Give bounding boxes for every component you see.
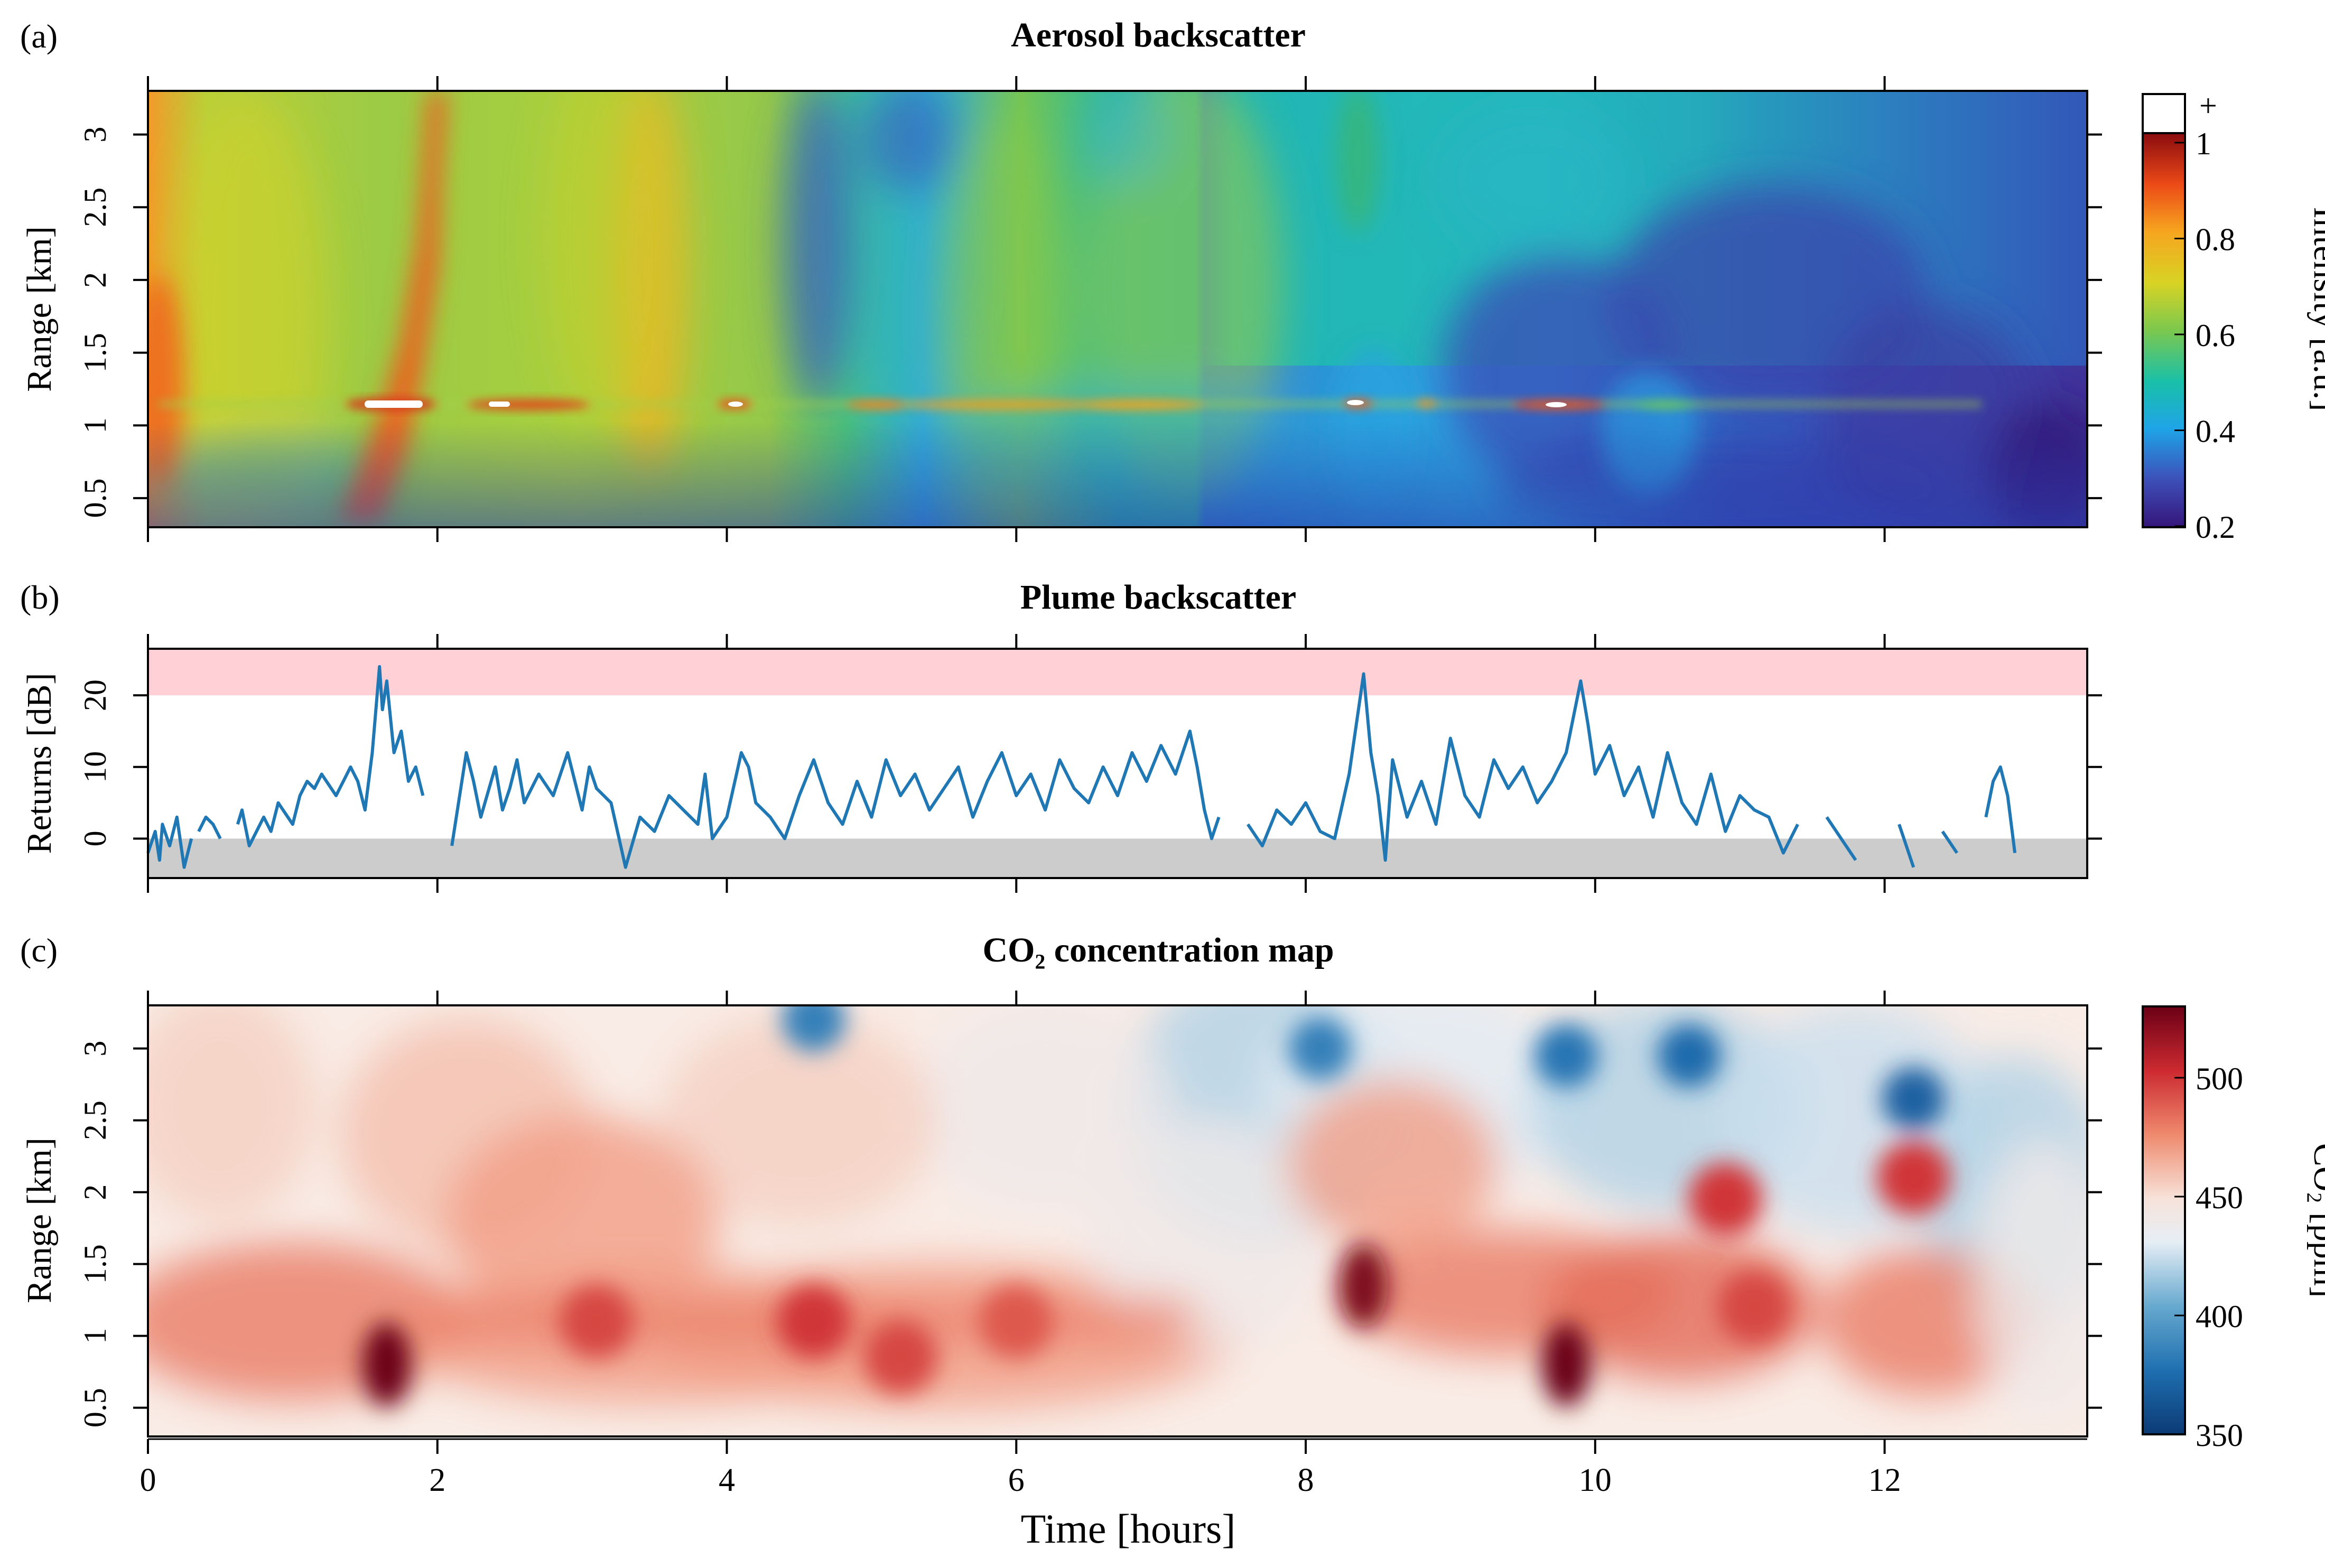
- y-tick-label: 3: [78, 127, 113, 143]
- colorbar-co2: 350 400 450 500 CO₂ [ppm]: [2142, 1005, 2325, 1453]
- panel-c-ylabel: Range [km]: [20, 1137, 59, 1303]
- panel-a-x-ticks: [147, 76, 1886, 542]
- panel-b-x-ticks: [147, 634, 1886, 893]
- panel-c-y-axis: 0.5 1 1.5 2 2.5 3: [78, 1041, 2102, 1427]
- x-tick-label: 12: [1868, 1462, 1901, 1498]
- x-tick-label: 8: [1298, 1462, 1314, 1498]
- coldspot-mark: [1534, 1024, 1598, 1088]
- y-tick-label: 3: [78, 1041, 113, 1057]
- coldspot-mark: [1288, 1016, 1352, 1080]
- band-saturation: [148, 649, 2087, 696]
- colorbar-co2-label: CO₂ [ppm]: [2307, 1143, 2325, 1298]
- colorbar-tick-label: 1: [2196, 126, 2211, 161]
- panel-a-title: Aerosol backscatter: [1011, 16, 1306, 54]
- colorbar-aerosol-gradient: [2142, 132, 2186, 528]
- y-tick-label: 1.5: [78, 1244, 113, 1284]
- panel-b-ylabel: Returns [dB]: [20, 673, 59, 854]
- coldspot-mark: [782, 1005, 845, 1052]
- panel-label-b: (b): [20, 578, 60, 616]
- hotspot-mark: [979, 1284, 1054, 1359]
- plume-plot: [146, 649, 2087, 878]
- coldspot-mark: [1882, 1067, 1946, 1131]
- panel-b: (b) Plume backscatter 0 10 20 Returns [dB]: [20, 578, 2102, 893]
- panel-b-title: Plume backscatter: [1020, 578, 1296, 617]
- x-tick-label: 2: [429, 1462, 445, 1498]
- hotspot-mark: [560, 1284, 634, 1359]
- colorbar-tick-label: 0.2: [2196, 510, 2235, 545]
- y-tick-label: 0.5: [78, 478, 113, 518]
- panel-label-c: (c): [20, 931, 58, 969]
- hotspot-mark: [1339, 1243, 1388, 1328]
- panel-a-y-axis: 0.5 1 1.5 2 2.5 3: [78, 127, 2102, 518]
- colorbar-tick-label: 400: [2196, 1299, 2243, 1334]
- hotspot-mark: [1542, 1322, 1591, 1407]
- y-tick-label: 2.5: [78, 188, 113, 227]
- hotspot-mark: [1688, 1162, 1763, 1237]
- y-tick-label: 2: [78, 1184, 113, 1200]
- panel-a: (a) Aerosol backscatter: [20, 16, 2325, 545]
- colorbar-aerosol: + 0.2 0.4 0.6 0.8 1 Intensity [a.u.]: [2142, 88, 2325, 545]
- co2-heatmap: [148, 1005, 2087, 1436]
- colorbar-tick-label: 0.8: [2196, 222, 2235, 257]
- coldspot-mark: [1657, 1024, 1721, 1088]
- colorbar-tick-label: 0.4: [2196, 414, 2235, 449]
- hotspot-mark: [1876, 1141, 1951, 1215]
- hotspot-mark: [1717, 1270, 1792, 1345]
- band-noise-floor: [148, 838, 2087, 878]
- panel-a-frame: [147, 90, 2088, 528]
- hotspot-mark: [776, 1284, 851, 1359]
- y-tick-label: 2.5: [78, 1100, 113, 1140]
- panel-c-title: CO₂ concentration map: [982, 931, 1334, 969]
- colorbar-tick-label: 350: [2196, 1418, 2243, 1453]
- x-axis-label: Time [hours]: [1021, 1506, 1236, 1552]
- hotspot-mark: [863, 1320, 938, 1395]
- colorbar-co2-gradient: [2142, 1005, 2186, 1435]
- y-tick-label: 10: [78, 751, 113, 783]
- x-tick-label: 6: [1008, 1462, 1025, 1498]
- panel-a-ylabel: Range [km]: [20, 226, 59, 391]
- colorbar-aerosol-overflow: [2142, 93, 2186, 134]
- panel-b-y-axis: 0 10 20: [78, 679, 2102, 846]
- colorbar-tick-label: 450: [2196, 1180, 2243, 1215]
- x-tick-label: 10: [1579, 1462, 1612, 1498]
- hotspot-mark: [362, 1322, 411, 1407]
- y-tick-label: 2: [78, 272, 113, 288]
- colorbar-tick-label: 0.6: [2196, 318, 2235, 353]
- panel-c: (c) CO₂ concentration map 0.5 1 1.5 2 2.5 3 0…: [20, 931, 2325, 1552]
- y-tick-label: 0: [78, 830, 113, 846]
- x-tick-label: 0: [140, 1462, 156, 1498]
- panel-b-frame: [147, 648, 2088, 879]
- x-tick-label: 4: [719, 1462, 735, 1498]
- colorbar-tick-label: 500: [2196, 1061, 2243, 1096]
- y-tick-label: 1: [78, 417, 113, 433]
- y-tick-label: 0.5: [78, 1388, 113, 1427]
- panel-label-a: (a): [20, 17, 58, 55]
- y-tick-label: 1.5: [78, 333, 113, 372]
- colorbar-aerosol-label: Intensity [a.u.]: [2307, 207, 2325, 412]
- y-tick-label: 20: [78, 679, 113, 711]
- panel-c-frame: [147, 1004, 2088, 1438]
- x-axis: 0 2 4 6 8 10 12: [140, 991, 1901, 1498]
- y-tick-label: 1: [78, 1328, 113, 1344]
- colorbar-aerosol-overflow-label: +: [2199, 88, 2217, 123]
- aerosol-heatmap: [148, 91, 2087, 527]
- series-line: [146, 665, 2017, 869]
